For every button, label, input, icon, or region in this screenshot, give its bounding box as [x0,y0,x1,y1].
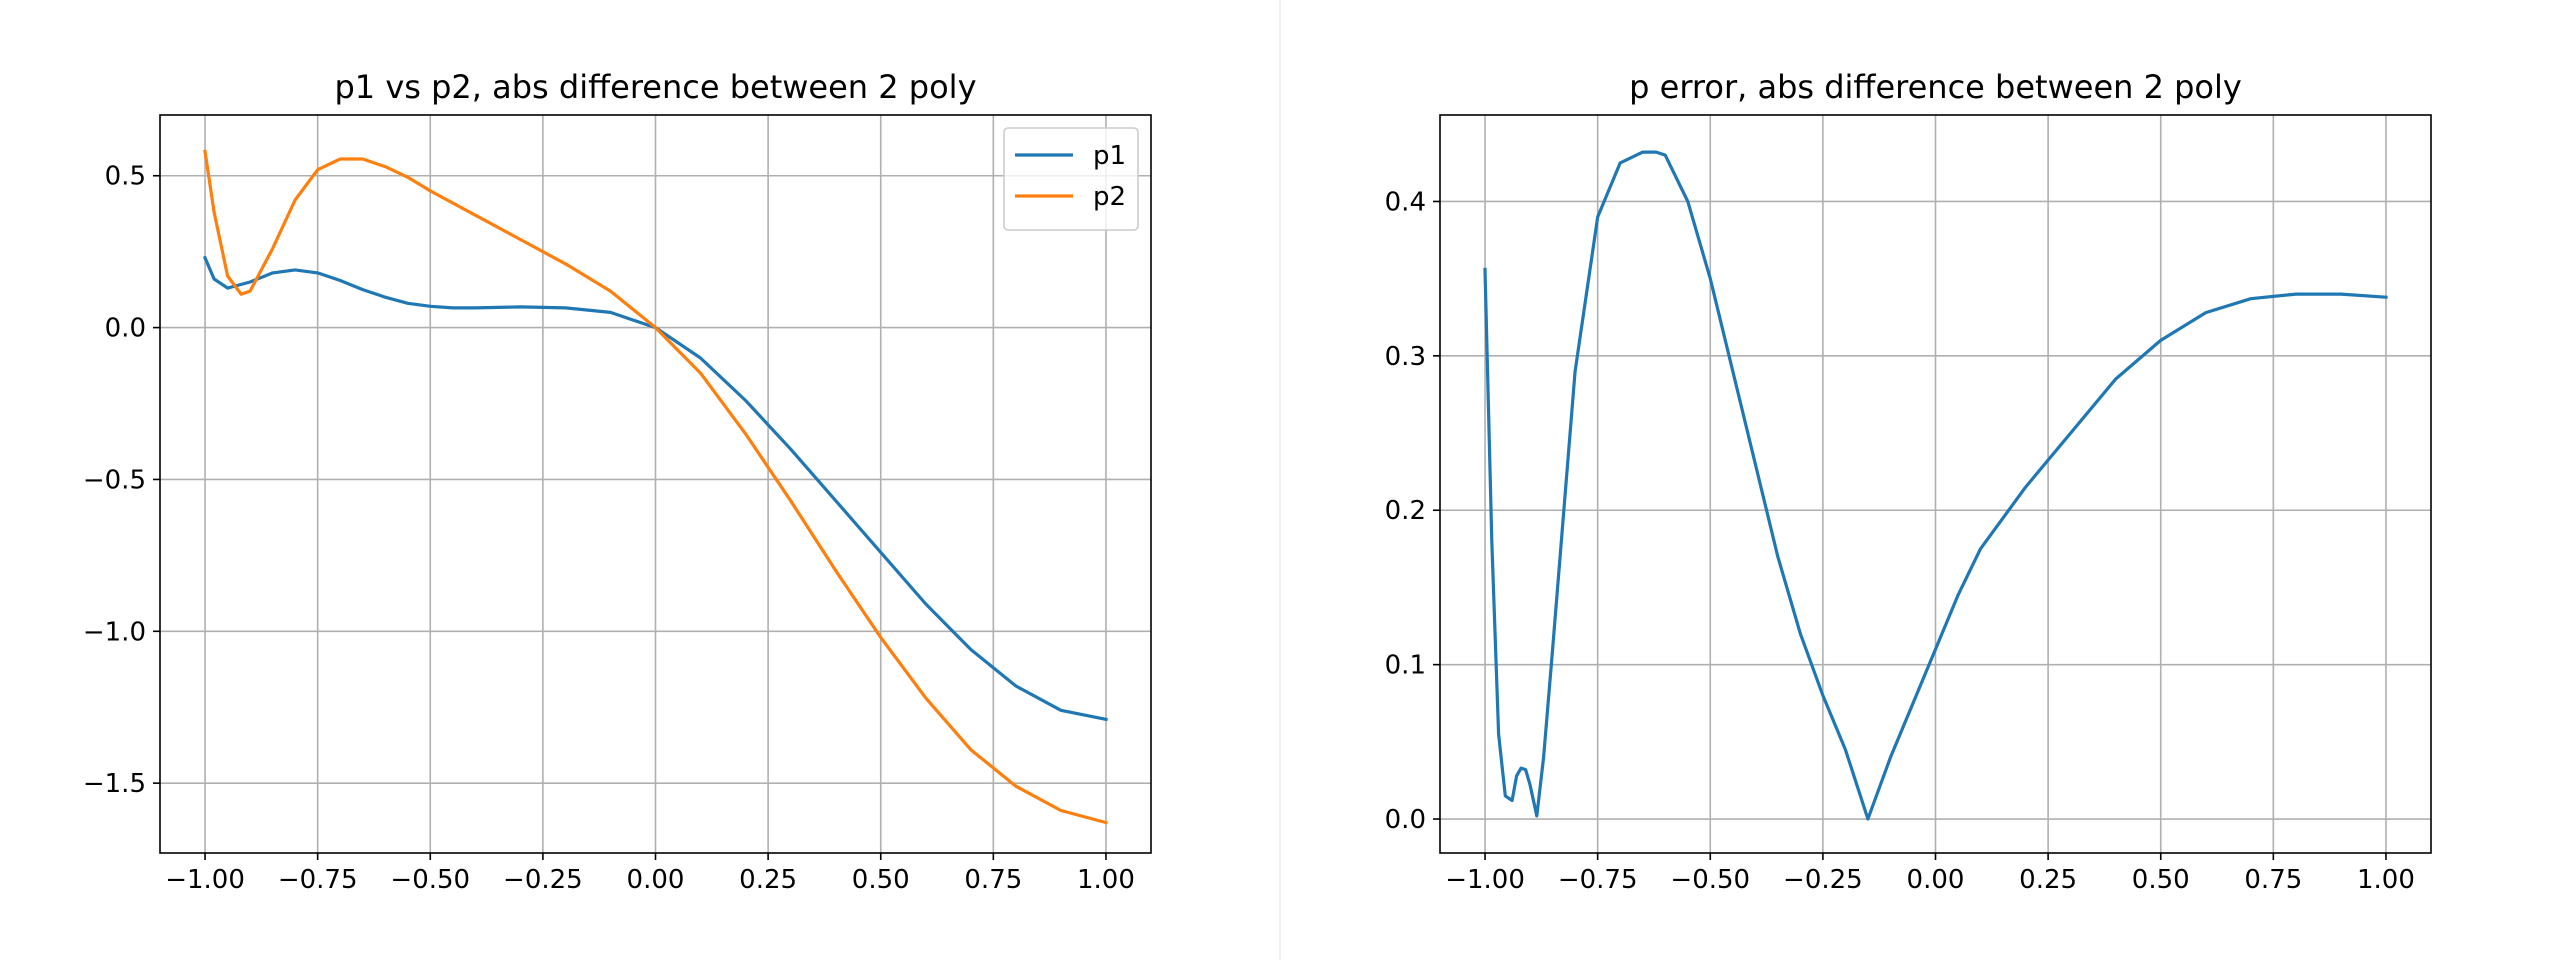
y-tick-label: 0.1 [1385,651,1426,681]
chart-2: −1.00 −0.75 −0.50 −0.25 0.00 0.25 0.50 0.75 1.00… [1385,68,2432,895]
y-tick-label: −1.5 [83,769,146,799]
x-tick-label: −0.75 [278,865,358,895]
series-error-line [1483,150,2388,821]
x-tick-label: −0.75 [1558,865,1638,895]
x-tick-label: −0.50 [390,865,470,895]
y-tick-label: 0.4 [1385,187,1426,217]
chart-1: −1.00 −0.75 −0.50 −0.25 0.00 0.25 0.50 0.75 1.00… [83,68,1152,895]
x-tick-label: −0.25 [503,865,583,895]
series-p1-line [202,255,1108,722]
x-tick-label: 1.00 [1077,865,1135,895]
y-tick-label: 0.2 [1385,496,1426,526]
y-tick-label: 0.5 [105,162,146,192]
chart-title: p error, abs difference between 2 poly [1629,68,2242,106]
grid [160,115,1151,853]
chart-title: p1 vs p2, abs difference between 2 poly [334,68,976,106]
x-tick-label: 0.25 [739,865,797,895]
legend-label-p1: p1 [1093,141,1126,171]
grid [1440,115,2431,853]
x-tick-label: 0.50 [852,865,910,895]
y-tick-label: 0.0 [1385,805,1426,835]
x-tick-label: 0.00 [1907,865,1965,895]
y-tick-label: −0.5 [83,465,146,495]
legend-label-p2: p2 [1093,182,1126,212]
x-tick-label: −0.50 [1670,865,1750,895]
x-tick-label: 0.75 [2244,865,2302,895]
x-tick-label: −1.00 [165,865,245,895]
series-p2-line [203,149,1108,825]
x-tick-label: 1.00 [2357,865,2415,895]
x-tick-label: 0.75 [964,865,1022,895]
y-tick-label: 0.0 [105,314,146,344]
y-tick-label: 0.3 [1385,342,1426,372]
x-tick-label: 0.50 [2132,865,2190,895]
panel-divider [1279,0,1281,960]
x-tick-label: −1.00 [1445,865,1525,895]
y-tick-label: −1.0 [83,617,146,647]
x-tick-label: −0.25 [1783,865,1863,895]
x-tick-label: 0.25 [2019,865,2077,895]
x-tick-label: 0.00 [627,865,685,895]
